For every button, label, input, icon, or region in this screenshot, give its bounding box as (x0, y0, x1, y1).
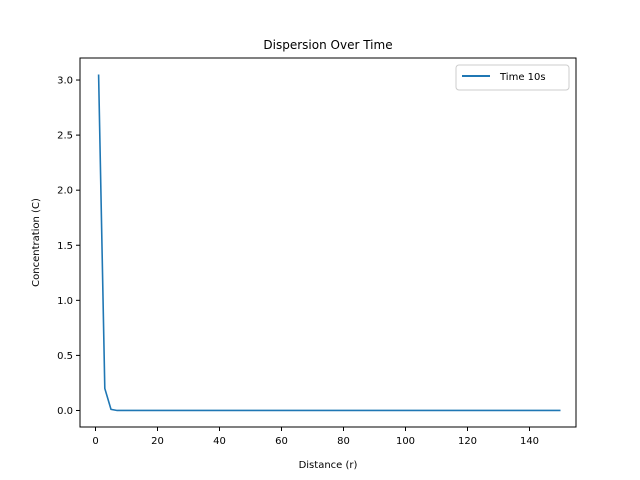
x-tick-label: 120 (458, 436, 477, 447)
x-tick-label: 0 (92, 436, 98, 447)
x-axis-label: Distance (r) (299, 460, 358, 471)
legend-box (455, 64, 570, 91)
x-tick-label: 40 (213, 436, 226, 447)
x-tick-label: 60 (275, 436, 288, 447)
y-tick-label: 1.5 (57, 241, 73, 252)
y-tick-label: 1.0 (57, 296, 73, 307)
series-lines (97, 74, 561, 412)
legend-label: Time 10s (499, 72, 546, 83)
y-tick-label: 2.0 (57, 186, 73, 197)
y-tick-label: 3.0 (57, 76, 73, 87)
series-line (97, 74, 561, 412)
x-tick-label: 100 (396, 436, 415, 447)
x-tick-label: 80 (337, 436, 350, 447)
axis-ticks: 0 20 40 60 80 100 120 140 0.0 0.5 1.0 1.5 2.0 2.5 3.0 (57, 76, 539, 447)
legend: Time 10s (455, 64, 570, 91)
chart-title: Dispersion Over Time (263, 38, 392, 52)
plot-frame (79, 57, 577, 428)
y-tick-label: 0.5 (57, 351, 73, 362)
x-tick-label: 20 (151, 436, 164, 447)
y-axis-label: Concentration (C) (31, 198, 42, 287)
y-tick-label: 2.5 (57, 131, 73, 142)
x-tick-label: 140 (520, 436, 539, 447)
y-tick-label: 0.0 (57, 406, 73, 417)
